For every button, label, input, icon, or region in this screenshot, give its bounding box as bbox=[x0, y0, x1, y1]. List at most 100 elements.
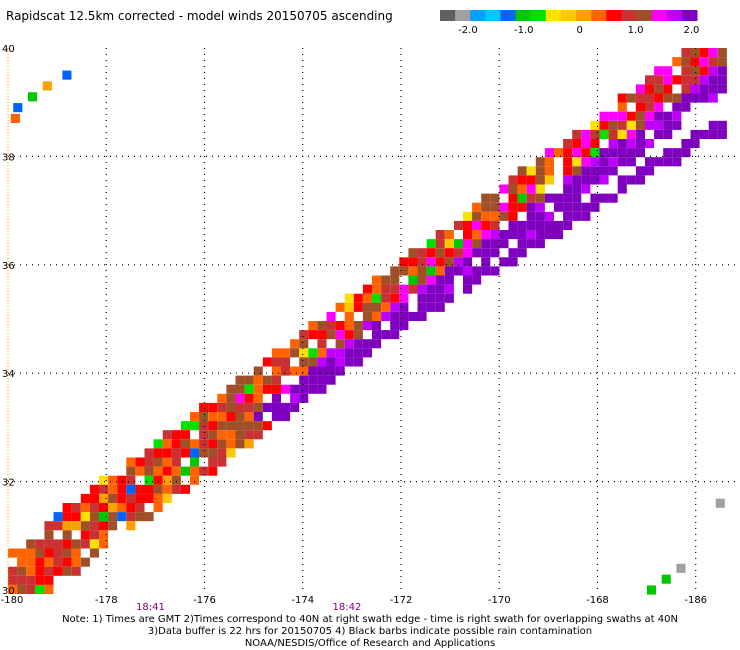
swath-cell bbox=[8, 566, 18, 576]
swath-cell bbox=[699, 84, 709, 94]
swath-cell bbox=[626, 120, 636, 130]
swath-cell bbox=[62, 512, 72, 522]
swath-cell bbox=[399, 257, 409, 267]
swath-cell bbox=[663, 148, 673, 158]
swath-cell bbox=[708, 48, 718, 58]
swath-cell bbox=[681, 148, 691, 158]
swath-cell bbox=[217, 393, 227, 403]
swath-cell bbox=[517, 239, 527, 249]
swath-cell bbox=[526, 230, 536, 240]
swath-cell bbox=[381, 275, 391, 285]
isolated-pixel bbox=[28, 92, 38, 102]
swath-cell bbox=[563, 166, 573, 176]
swath-cell bbox=[80, 493, 90, 503]
swath-cell bbox=[645, 84, 655, 94]
footnote-line-1: Note: 1) Times are GMT 2)Times correspon… bbox=[62, 614, 678, 625]
swath-cell bbox=[235, 421, 245, 431]
swath-cell bbox=[572, 193, 582, 203]
swath-cell bbox=[99, 521, 109, 531]
colorbar-segment bbox=[681, 10, 698, 21]
swath-cell bbox=[572, 157, 582, 167]
swath-cell bbox=[690, 48, 700, 58]
swath-cell bbox=[626, 175, 636, 185]
swath-cell bbox=[554, 230, 564, 240]
swath-cell bbox=[563, 139, 573, 149]
swath-cell bbox=[17, 584, 27, 594]
swath-cell bbox=[672, 93, 682, 103]
swath-cell bbox=[62, 530, 72, 540]
swath-cell bbox=[626, 93, 636, 103]
swath-cell bbox=[663, 93, 673, 103]
swath-cell bbox=[135, 512, 145, 522]
swath-cell bbox=[44, 530, 54, 540]
swath-cell bbox=[226, 430, 236, 440]
swath-cell bbox=[654, 75, 664, 85]
swath-cell bbox=[617, 93, 627, 103]
swath-cell bbox=[617, 120, 627, 130]
swath-cell bbox=[290, 393, 300, 403]
swath-cell bbox=[308, 321, 318, 331]
swath-cell bbox=[89, 512, 99, 522]
swath-cell bbox=[399, 302, 409, 312]
swath-cell bbox=[344, 339, 354, 349]
swath-cell bbox=[444, 239, 454, 249]
swath-cell bbox=[608, 120, 618, 130]
swath-cell bbox=[472, 248, 482, 258]
swath-cell bbox=[108, 493, 118, 503]
swath-cell bbox=[472, 275, 482, 285]
swath-cell bbox=[626, 129, 636, 139]
swath-cell bbox=[80, 539, 90, 549]
swath-cell bbox=[690, 66, 700, 76]
swath-cell bbox=[135, 484, 145, 494]
swath-cell bbox=[654, 157, 664, 167]
swath-cell bbox=[271, 384, 281, 394]
swath-cell bbox=[453, 257, 463, 267]
swath-cell bbox=[253, 384, 263, 394]
swath-cell bbox=[463, 230, 473, 240]
swath-cell bbox=[271, 348, 281, 358]
swath-cell bbox=[317, 384, 327, 394]
colorbar-segment bbox=[666, 10, 683, 21]
swath-cell bbox=[681, 48, 691, 58]
swath-cell bbox=[299, 384, 309, 394]
swath-cell bbox=[372, 339, 382, 349]
swath-cell bbox=[690, 84, 700, 94]
swath-cell bbox=[535, 193, 545, 203]
swath-cell bbox=[362, 302, 372, 312]
swath-cell bbox=[317, 357, 327, 367]
swath-cell bbox=[590, 120, 600, 130]
swath-cell bbox=[690, 75, 700, 85]
swath-cell bbox=[244, 430, 254, 440]
swath-cell bbox=[35, 584, 45, 594]
swath-cell bbox=[144, 512, 154, 522]
swath-cell bbox=[654, 129, 664, 139]
swath-cell bbox=[408, 275, 418, 285]
swath-cell bbox=[617, 139, 627, 149]
swath-cell bbox=[262, 421, 272, 431]
swath-cell bbox=[672, 148, 682, 158]
swath-cell bbox=[271, 393, 281, 403]
swath-cell bbox=[44, 557, 54, 567]
swath-cell bbox=[317, 339, 327, 349]
swath-cell bbox=[372, 311, 382, 321]
swath-cell bbox=[490, 230, 500, 240]
swath-cell bbox=[308, 384, 318, 394]
swath-cell bbox=[180, 421, 190, 431]
swath-cell bbox=[326, 330, 336, 340]
swath-cell bbox=[572, 148, 582, 158]
swath-cell bbox=[244, 393, 254, 403]
swath-cell bbox=[526, 175, 536, 185]
swath-cell bbox=[144, 457, 154, 467]
swath-cell bbox=[299, 330, 309, 340]
swath-cell bbox=[53, 521, 63, 531]
swath-cell bbox=[144, 448, 154, 458]
swath-cell bbox=[344, 357, 354, 367]
swath-cell bbox=[572, 211, 582, 221]
swath-cell bbox=[190, 448, 200, 458]
swath-cell bbox=[672, 157, 682, 167]
swath-cell bbox=[208, 402, 218, 412]
swath-cell bbox=[171, 466, 181, 476]
swath-cell bbox=[226, 384, 236, 394]
swath-cell bbox=[472, 239, 482, 249]
swath-cell bbox=[690, 129, 700, 139]
